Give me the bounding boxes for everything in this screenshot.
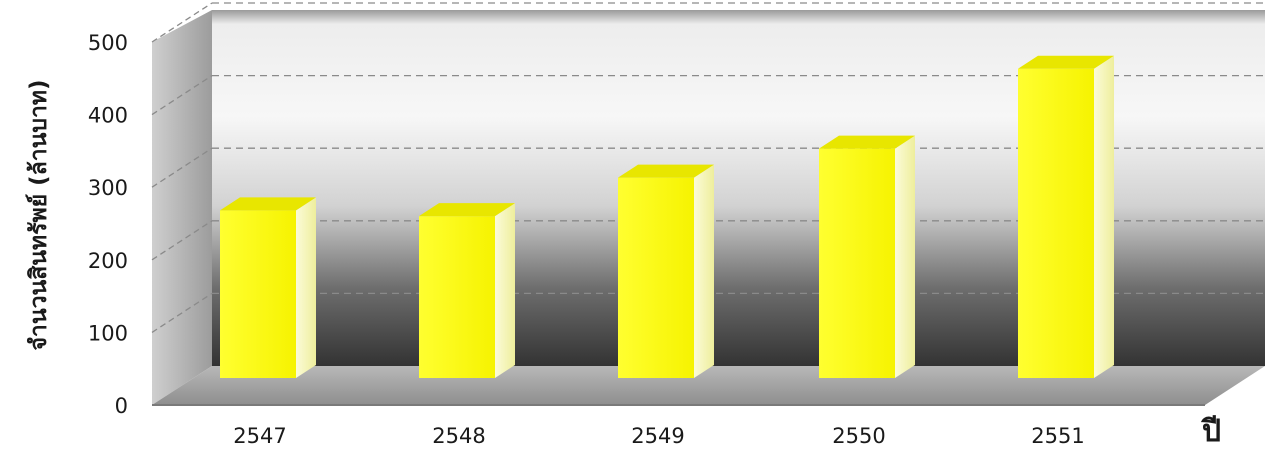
chart-side-wall [152,10,212,405]
bar-front-face [819,148,895,378]
bar-top-face [220,197,316,211]
gridline-side [151,147,213,188]
bar-side-face [895,135,915,378]
bar [819,135,915,378]
y-axis-ticks: 0 100 200 300 400 500 [88,31,128,418]
x-tick-label: 2548 [432,424,485,448]
bar-top-face [819,135,915,149]
y-tick-label: 200 [88,249,128,273]
bar-front-face [220,210,296,378]
y-tick-label: 300 [88,176,128,200]
bar [220,197,316,378]
y-tick-label: 500 [88,31,128,55]
bar-front-face [618,177,694,378]
gridline-side [151,220,213,261]
bar [1018,55,1114,378]
x-tick-label: 2549 [631,424,684,448]
y-tick-label: 100 [88,321,128,345]
bar-side-face [296,197,316,378]
bar-top-face [1018,55,1114,69]
bar-side-face [1094,55,1114,378]
x-tick-label: 2547 [233,424,286,448]
y-tick-label: 0 [115,394,128,418]
y-axis-label: จำนวนสินทรัพย์ (ล้านบาท) [25,79,52,350]
x-tick-label: 2550 [832,424,885,448]
bar [618,164,714,378]
gridline-side [151,75,213,116]
bars [220,55,1114,378]
gridline-side [151,292,213,333]
bar-side-face [694,164,714,378]
bar-top-face [419,203,515,217]
bar [419,203,515,378]
bar-front-face [1018,68,1094,378]
bar-top-face [618,164,714,178]
x-tick-label: 2551 [1031,424,1084,448]
y-tick-label: 400 [88,104,128,128]
x-axis-ticks: 2547 2548 2549 2550 2551 [233,424,1084,448]
x-axis-label: ปี [1200,414,1221,449]
bar-front-face [419,216,495,378]
bar-side-face [495,203,515,378]
gridline-side [151,2,213,43]
